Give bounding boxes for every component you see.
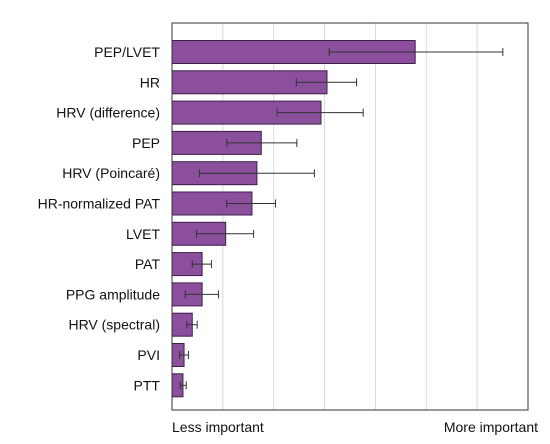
category-label: HRV (spectral) [68, 317, 160, 333]
error-bar [295, 78, 358, 87]
category-label: PEP [132, 135, 160, 151]
category-label: PVI [137, 347, 160, 363]
x-axis-label-left: Less important [172, 419, 264, 435]
error-bar [191, 260, 212, 269]
error-bar [184, 290, 220, 299]
category-label: HRV (Poincaré) [62, 165, 160, 181]
category-label: HR [140, 74, 160, 90]
error-bar [198, 169, 315, 178]
category-label: PPG amplitude [66, 286, 160, 302]
error-bar [179, 351, 189, 359]
error-bar [276, 108, 364, 117]
error-bar [196, 229, 255, 238]
category-label: LVET [126, 226, 160, 242]
category-label: PTT [134, 377, 161, 393]
error-bar [186, 320, 198, 329]
category-labels: PEP/LVET HR HRV (difference) PEP HRV (Poinca… [38, 44, 161, 393]
x-axis-label-right: More important [444, 419, 538, 435]
bars [171, 40, 416, 398]
category-label: HRV (difference) [56, 105, 160, 121]
category-label: HR-normalized PAT [38, 196, 161, 212]
error-bar [179, 381, 187, 390]
category-label: PAT [135, 256, 161, 272]
error-bar [226, 199, 277, 208]
error-bars [179, 48, 504, 390]
error-bar [226, 138, 298, 147]
plot-frame [171, 22, 529, 411]
error-bar [328, 48, 504, 56]
category-label: PEP/LVET [94, 44, 160, 60]
